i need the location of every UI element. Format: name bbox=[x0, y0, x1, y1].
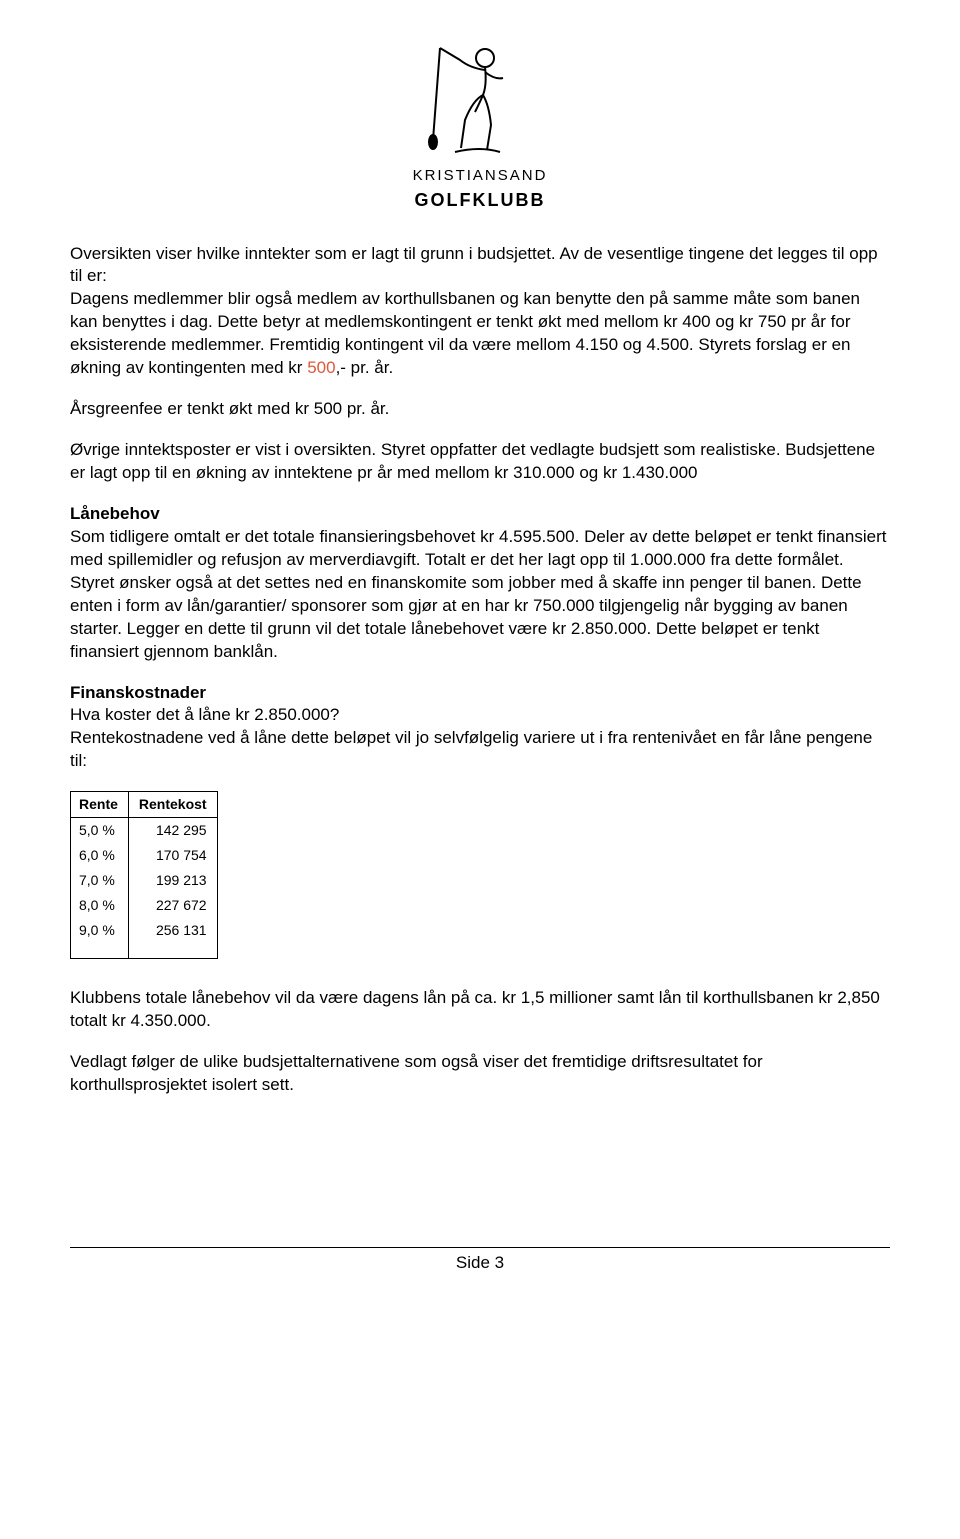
text: Som tidligere omtalt er det totale finan… bbox=[70, 527, 886, 661]
table-row bbox=[71, 943, 218, 959]
paragraph-attachments: Vedlagt følger de ulike budsjettalternat… bbox=[70, 1051, 890, 1097]
heading-finance: Finanskostnader bbox=[70, 683, 206, 702]
logo-text-1: KRISTIANSAND bbox=[70, 166, 890, 186]
accent-value: 500 bbox=[307, 358, 335, 377]
golfer-icon bbox=[425, 40, 535, 160]
text: Hva koster det å låne kr 2.850.000? bbox=[70, 705, 339, 724]
text: ,- pr. år. bbox=[336, 358, 394, 377]
paragraph-greenfee: Årsgreenfee er tenkt økt med kr 500 pr. … bbox=[70, 398, 890, 421]
text: Dagens medlemmer blir også medlem av kor… bbox=[70, 289, 860, 377]
rate-table: Rente Rentekost 5,0 %142 295 6,0 %170 75… bbox=[70, 791, 218, 959]
logo-header: KRISTIANSAND GOLFKLUBB bbox=[70, 40, 890, 213]
paragraph-total-loan: Klubbens totale lånebehov vil da være da… bbox=[70, 987, 890, 1033]
col-header-cost: Rentekost bbox=[128, 792, 217, 818]
table-row: 9,0 %256 131 bbox=[71, 918, 218, 943]
section-finance: Finanskostnader Hva koster det å låne kr… bbox=[70, 682, 890, 774]
text: Rentekostnadene ved å låne dette beløpet… bbox=[70, 728, 872, 770]
table-row: 5,0 %142 295 bbox=[71, 818, 218, 843]
col-header-rate: Rente bbox=[71, 792, 129, 818]
logo-text-2: GOLFKLUBB bbox=[70, 188, 890, 212]
table-row: 6,0 %170 754 bbox=[71, 843, 218, 868]
section-loan: Lånebehov Som tidligere omtalt er det to… bbox=[70, 503, 890, 664]
paragraph-intro: Oversikten viser hvilke inntekter som er… bbox=[70, 243, 890, 381]
text: Oversikten viser hvilke inntekter som er… bbox=[70, 244, 878, 286]
table-row: 7,0 %199 213 bbox=[71, 868, 218, 893]
heading-loan: Lånebehov bbox=[70, 504, 160, 523]
paragraph-income: Øvrige inntektsposter er vist i oversikt… bbox=[70, 439, 890, 485]
page-footer: Side 3 bbox=[70, 1247, 890, 1275]
table-row: 8,0 %227 672 bbox=[71, 893, 218, 918]
